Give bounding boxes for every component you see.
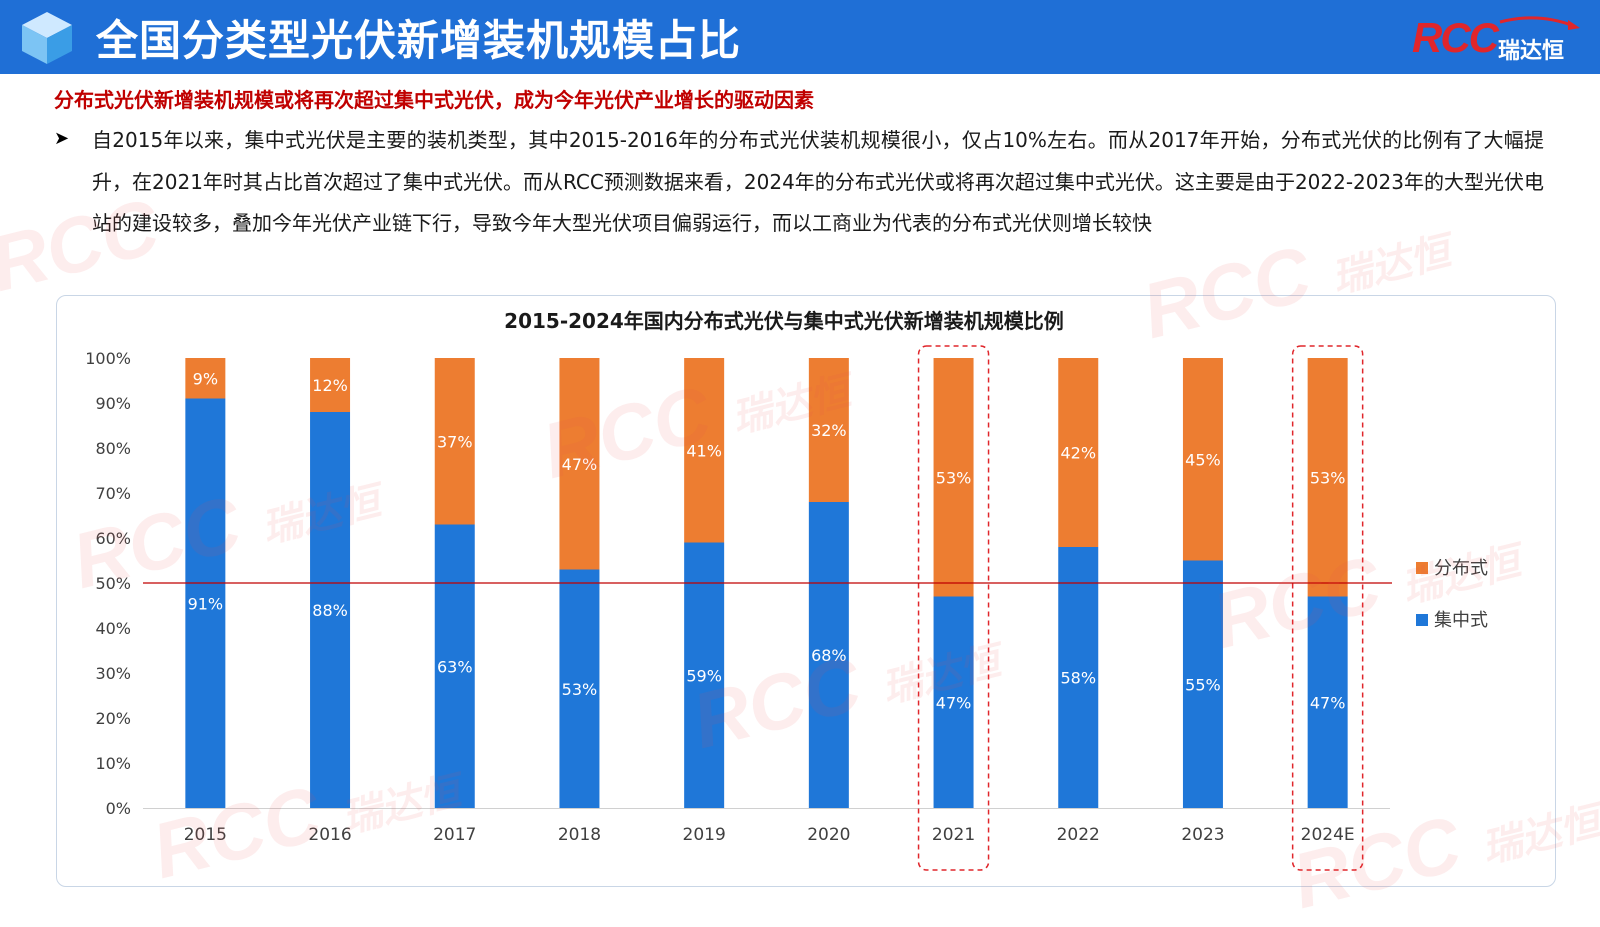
bar-distributed [559,358,600,570]
data-label-centralized: 63% [437,657,473,676]
bar-centralized [434,524,475,808]
bar-centralized [808,502,849,808]
bar-distributed [185,358,226,399]
bar-centralized [559,569,600,808]
bar-distributed [1182,358,1223,561]
body-paragraph: 自2015年以来，集中式光伏是主要的装机类型，其中2015-2016年的分布式光… [92,128,1544,235]
arrow-bullet-icon: ➤ [54,128,70,149]
x-tick-label: 2020 [807,825,850,845]
legend-swatch [1416,562,1428,574]
data-label-centralized: 58% [1060,669,1096,688]
logo-subtext: 瑞达恒 [1498,39,1565,64]
x-tick-label: 2022 [1057,825,1100,845]
y-tick-label: 0% [106,799,131,818]
x-tick-label: 2015 [184,825,227,845]
x-tick-label: 2021 [932,825,975,845]
bar-distributed [808,358,849,502]
data-label-centralized: 91% [188,594,224,613]
data-label-distributed: 9% [193,369,218,388]
x-tick-label: 2024E [1301,825,1355,845]
legend-swatch [1416,614,1428,626]
bar-distributed [434,358,475,525]
data-label-distributed: 32% [811,421,847,440]
bar-distributed [933,358,974,597]
bar-centralized [310,412,351,808]
x-tick-label: 2019 [683,825,726,845]
data-label-distributed: 37% [437,432,473,451]
header-bar: 全国分类型光伏新增装机规模占比 RCC 瑞达恒 [0,0,1600,74]
y-tick-label: 90% [95,394,131,413]
data-label-distributed: 42% [1060,444,1096,463]
cube-icon [22,12,72,64]
data-label-centralized: 53% [562,680,598,699]
bar-centralized [1058,547,1099,808]
y-tick-label: 80% [95,439,131,458]
y-tick-label: 40% [95,619,131,638]
y-tick-label: 50% [95,574,131,593]
highlight-box [1291,345,1364,871]
section-subtitle: 分布式光伏新增装机规模或将再次超过集中式光伏，成为今年光伏产业增长的驱动因素 [54,88,814,112]
data-label-centralized: 47% [936,693,972,712]
data-label-distributed: 45% [1185,450,1221,469]
bar-centralized [1182,560,1223,808]
data-label-distributed: 53% [936,468,972,487]
chart-title: 2015-2024年国内分布式光伏与集中式光伏新增装机规模比例 [504,309,1064,333]
x-tick-label: 2016 [308,825,351,845]
bar-centralized [684,542,725,808]
company-logo: RCC 瑞达恒 [1412,14,1582,66]
data-label-centralized: 55% [1185,675,1221,694]
logo-text: RCC [1412,14,1499,61]
y-tick-label: 100% [85,349,131,368]
x-tick-label: 2023 [1181,825,1224,845]
data-label-distributed: 53% [1310,468,1346,487]
stacked-bar-chart: 0% 10% 20% 30% 40% 50% 60% 70% 80% 90% 100% 91% 9% 20… [85,345,1488,871]
data-label-distributed: 41% [686,441,722,460]
y-tick-label: 20% [95,709,131,728]
highlight-box [917,345,990,871]
data-label-distributed: 47% [562,455,598,474]
bar-centralized [185,398,226,808]
x-tick-label: 2018 [558,825,601,845]
y-tick-label: 10% [95,754,131,773]
bar-centralized [1307,596,1348,808]
y-tick-label: 60% [95,529,131,548]
y-tick-label: 30% [95,664,131,683]
bar-distributed [1307,358,1348,597]
page-title: 全国分类型光伏新增装机规模占比 [96,16,742,65]
data-label-centralized: 68% [811,646,847,665]
bar-distributed [1058,358,1099,547]
data-label-centralized: 88% [312,601,348,620]
data-label-centralized: 47% [1310,693,1346,712]
y-tick-label: 70% [95,484,131,503]
chart-panel [56,295,1556,887]
data-label-centralized: 59% [686,666,722,685]
swoosh-icon [1499,16,1580,30]
x-tick-label: 2017 [433,825,476,845]
bar-distributed [684,358,725,543]
legend-label: 分布式 [1434,558,1488,579]
legend-label: 集中式 [1434,610,1488,631]
data-label-distributed: 12% [312,376,348,395]
bar-centralized [933,596,974,808]
bar-distributed [310,358,351,412]
